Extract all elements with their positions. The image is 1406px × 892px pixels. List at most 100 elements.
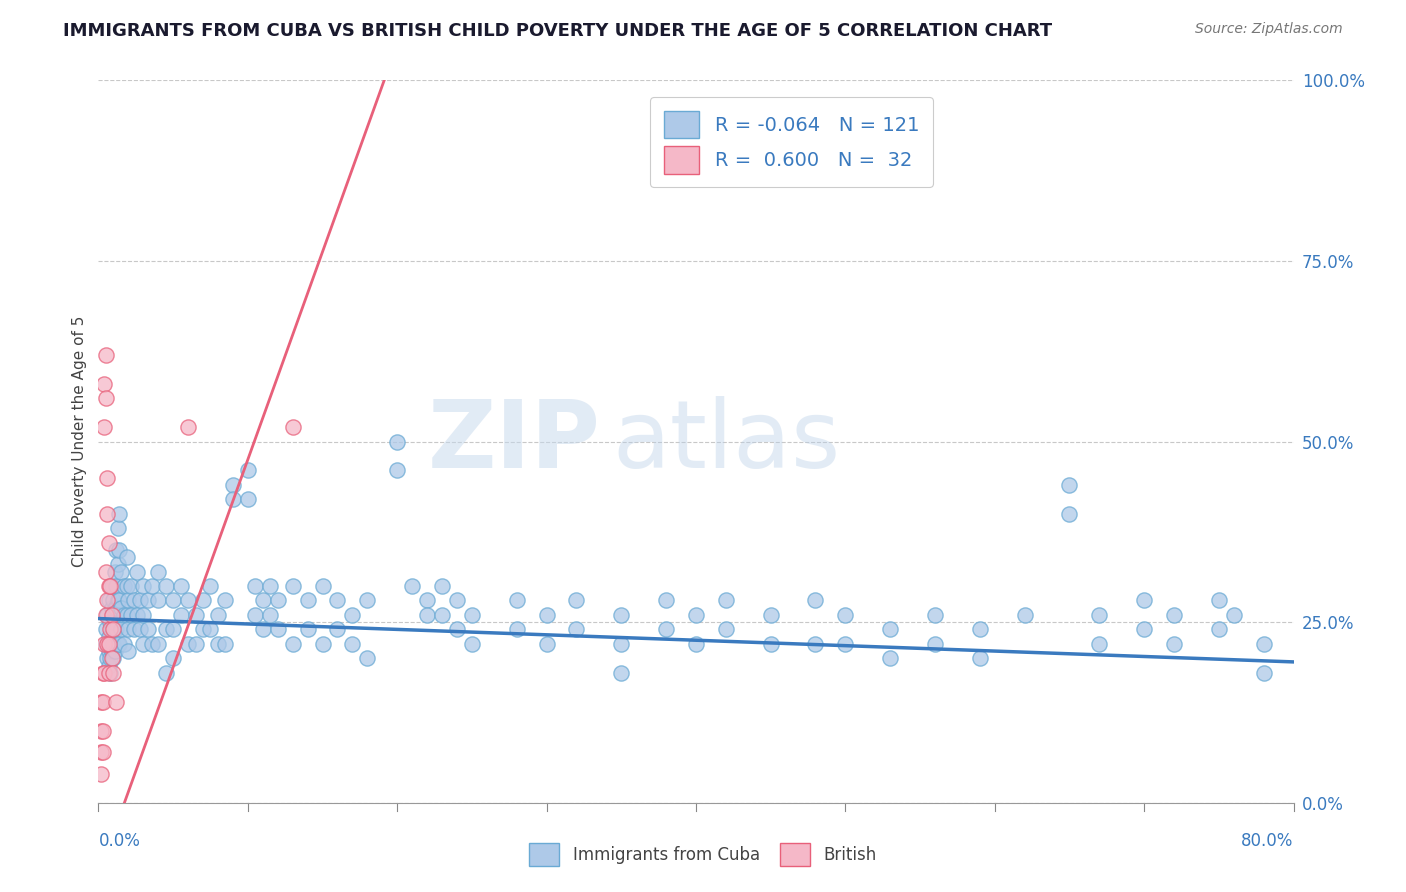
Point (132, 607, 155, 622)
Point (565, 593, 588, 607)
Point (155, 579, 177, 593)
Point (252, 593, 274, 607)
Point (1088, 637, 1111, 651)
Point (685, 637, 707, 651)
Point (107, 593, 129, 607)
Point (103, 623, 125, 637)
Point (969, 651, 991, 665)
Point (115, 607, 138, 622)
Text: 80.0%: 80.0% (1241, 831, 1294, 850)
Point (297, 593, 319, 607)
Point (177, 637, 200, 651)
Point (610, 665, 633, 680)
Point (222, 492, 245, 507)
Point (461, 637, 484, 651)
Text: ZIP: ZIP (427, 395, 600, 488)
Point (969, 623, 991, 637)
Point (200, 623, 222, 637)
Point (162, 593, 184, 607)
Point (115, 550, 138, 565)
Point (311, 637, 333, 651)
Point (222, 478, 245, 492)
Point (191, 623, 214, 637)
Point (96, 593, 118, 607)
Point (141, 579, 163, 593)
Point (90, 745, 112, 759)
Point (98, 651, 122, 665)
Point (112, 637, 135, 651)
Point (536, 637, 558, 651)
Point (93, 637, 115, 651)
Point (281, 420, 304, 434)
Point (91, 723, 114, 738)
Point (169, 607, 191, 622)
Point (136, 593, 159, 607)
Point (416, 607, 439, 622)
Point (184, 607, 207, 622)
Point (281, 579, 304, 593)
Point (1088, 607, 1111, 622)
Point (1133, 623, 1156, 637)
Point (610, 637, 633, 651)
Point (259, 607, 281, 622)
Point (101, 623, 124, 637)
Point (446, 623, 468, 637)
Point (96, 651, 118, 665)
Point (924, 637, 946, 651)
Point (93, 420, 115, 434)
Point (1208, 593, 1230, 607)
Point (117, 644, 139, 658)
Point (110, 623, 132, 637)
Legend: R = -0.064   N = 121, R =  0.600   N =  32: R = -0.064 N = 121, R = 0.600 N = 32 (651, 97, 932, 187)
Point (1163, 607, 1185, 622)
Point (105, 579, 128, 593)
Point (93, 376, 115, 391)
Point (90, 695, 112, 709)
Point (834, 607, 856, 622)
Point (136, 623, 159, 637)
Point (1253, 637, 1275, 651)
Point (342, 637, 364, 651)
Point (1059, 507, 1081, 521)
Point (112, 607, 135, 622)
Point (281, 637, 304, 651)
Point (236, 492, 259, 507)
Point (430, 579, 453, 593)
Point (108, 637, 131, 651)
Point (565, 623, 588, 637)
Point (401, 579, 423, 593)
Point (177, 420, 200, 434)
Point (110, 565, 132, 579)
Point (98, 623, 122, 637)
Point (105, 542, 128, 557)
Point (155, 665, 177, 680)
Point (94, 637, 117, 651)
Point (97, 644, 120, 658)
Point (108, 507, 131, 521)
Point (1133, 593, 1156, 607)
Point (103, 637, 125, 651)
Point (97, 593, 120, 607)
Point (103, 593, 125, 607)
Point (94, 348, 117, 362)
Point (98, 615, 122, 630)
Point (155, 623, 177, 637)
Point (430, 607, 453, 622)
Point (101, 579, 124, 593)
Point (105, 600, 128, 615)
Point (96, 470, 118, 484)
Point (148, 637, 170, 651)
Point (311, 579, 333, 593)
Legend: Immigrants from Cuba, British: Immigrants from Cuba, British (523, 836, 883, 873)
Point (98, 665, 122, 680)
Point (214, 637, 236, 651)
Point (610, 607, 633, 622)
Point (90, 723, 112, 738)
Point (127, 607, 149, 622)
Point (120, 579, 142, 593)
Point (124, 593, 146, 607)
Point (655, 623, 678, 637)
Point (108, 542, 131, 557)
Point (117, 593, 139, 607)
Point (103, 651, 125, 665)
